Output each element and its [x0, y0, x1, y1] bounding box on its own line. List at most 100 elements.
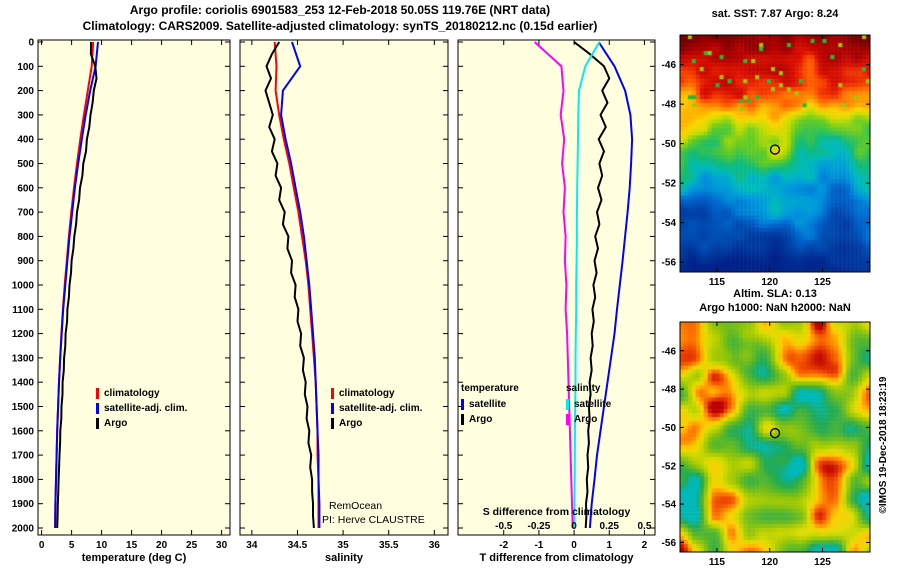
remocean-note: RemOcean: [329, 500, 383, 512]
sla-map-image: [680, 322, 870, 552]
latitude-tick-label: -54: [662, 500, 677, 511]
legend-label: climatology: [339, 388, 395, 399]
x-tick-label: 5: [69, 540, 75, 551]
legend-header-salinity: salinity: [566, 383, 601, 394]
s-tick-label: -0.25: [528, 521, 551, 532]
legend-header-temperature: temperature: [461, 383, 519, 394]
panel-temperature-box: [37, 39, 231, 536]
legend-label: satellite-adj. clim.: [339, 403, 423, 414]
series-temperature-satellite: [588, 41, 634, 529]
depth-tick-label: 1200: [12, 329, 35, 340]
x-tick-label: 35: [338, 540, 350, 551]
x-tick-label: 20: [156, 540, 168, 551]
depth-tick-label: 600: [17, 183, 34, 194]
difference-legend-salinity: salinity satellite Argo: [566, 383, 611, 427]
depth-tick-label: 1500: [12, 402, 35, 413]
climatology-line-sample: [331, 388, 334, 399]
argo-line-sample: [96, 418, 99, 429]
x-tick-label: 34: [246, 540, 258, 551]
legend-item-satellite-clim: satellite-adj. clim.: [331, 401, 422, 416]
legend-label: climatology: [104, 388, 160, 399]
legend-label: Argo: [339, 418, 363, 429]
depth-tick-label: 400: [17, 135, 34, 146]
legend-label: Argo: [104, 418, 128, 429]
x-tick-label: 30: [216, 540, 228, 551]
series-temperature-argo: [573, 41, 611, 529]
depth-tick-label: 800: [17, 232, 34, 243]
t-argo-line-sample: [461, 414, 464, 425]
sla-map-title: Altim. SLA: 0.13: [733, 288, 817, 300]
series-argo: [56, 41, 98, 529]
longitude-tick-label: 125: [814, 277, 831, 288]
depth-tick-label: 1100: [12, 305, 34, 316]
legend-label: Argo: [574, 414, 598, 425]
salinity-panel-legend: climatology satellite-adj. clim. Argo: [331, 386, 422, 431]
sst-map-frame: [679, 34, 871, 273]
x-tick-label: 15: [126, 540, 138, 551]
depth-tick-label: 700: [17, 208, 34, 219]
latitude-tick-label: -56: [662, 538, 677, 549]
depth-tick-label: 2000: [12, 524, 35, 535]
argo-line-sample: [331, 418, 334, 429]
s-argo-line-sample: [566, 414, 569, 425]
depth-tick-label: 500: [17, 159, 34, 170]
copyright-text: ©IMOS 19-Dec-2018 18:23:19: [878, 376, 889, 513]
latitude-tick-label: -46: [662, 346, 677, 357]
legend-item-argo: Argo: [96, 416, 187, 431]
x-tick-label: 2: [642, 540, 648, 551]
sla-map-frame: [679, 321, 871, 553]
latitude-tick-label: -50: [662, 423, 677, 434]
series-salinity-satellite: [573, 41, 601, 529]
depth-tick-label: 300: [17, 110, 34, 121]
panel-salinity-box: [239, 39, 449, 536]
s-difference-axis-label: S difference from climatology: [483, 506, 631, 518]
latitude-tick-label: -50: [662, 139, 677, 150]
float-position-marker: [769, 428, 781, 439]
latitude-tick-label: -46: [662, 60, 677, 71]
temperature-panel-legend: climatology satellite-adj. clim. Argo: [96, 386, 187, 431]
x-tick-label: 36: [429, 540, 441, 551]
x-tick-label: 34.5: [288, 540, 308, 551]
legend-label: satellite: [469, 399, 507, 410]
latitude-tick-label: -52: [662, 461, 677, 472]
legend-label: Argo: [469, 414, 493, 425]
float-position-marker: [769, 144, 781, 155]
s-tick-label: -0.5: [495, 521, 513, 532]
latitude-tick-label: -48: [662, 100, 677, 111]
legend-item-t-argo: Argo: [461, 412, 519, 427]
legend-label: satellite: [574, 399, 612, 410]
temperature-axis-label: temperature (deg C): [81, 552, 187, 564]
longitude-tick-label: 120: [761, 557, 778, 568]
depth-tick-label: 1600: [12, 426, 35, 437]
series-argo: [264, 41, 315, 529]
sla-map-subtitle: Argo h1000: NaN h2000: NaN: [699, 302, 851, 314]
depth-tick-label: 0: [28, 38, 34, 49]
series-satellite-adj-clim-: [54, 41, 99, 529]
legend-item-climatology: climatology: [331, 386, 422, 401]
legend-item-t-satellite: satellite: [461, 397, 519, 412]
figure-title: Argo profile: coriolis 6901583_253 12-Fe…: [129, 3, 551, 17]
x-tick-label: 1: [606, 540, 612, 551]
legend-item-s-satellite: satellite: [566, 397, 611, 412]
difference-legend-temperature: temperature satellite Argo: [461, 383, 519, 427]
longitude-tick-label: 125: [814, 557, 831, 568]
x-tick-label: 0: [39, 540, 45, 551]
legend-item-satellite-clim: satellite-adj. clim.: [96, 401, 187, 416]
longitude-tick-label: 120: [761, 277, 778, 288]
depth-tick-label: 100: [17, 62, 34, 73]
depth-tick-label: 1700: [12, 451, 35, 462]
legend-item-argo: Argo: [331, 416, 422, 431]
x-tick-label: -1: [534, 540, 543, 551]
x-tick-label: 0: [571, 540, 577, 551]
x-tick-label: 25: [186, 540, 198, 551]
t-difference-axis-label: T difference from climatology: [479, 552, 634, 564]
series-salinity-argo: [534, 41, 574, 529]
legend-item-s-argo: Argo: [566, 412, 611, 427]
climatology-line-sample: [96, 388, 99, 399]
s-satellite-line-sample: [566, 399, 569, 410]
depth-tick-label: 1000: [12, 281, 35, 292]
figure-subtitle: Climatology: CARS2009. Satellite-adjuste…: [82, 19, 598, 33]
depth-tick-label: 1900: [12, 499, 35, 510]
s-tick-label: 0: [571, 521, 577, 532]
